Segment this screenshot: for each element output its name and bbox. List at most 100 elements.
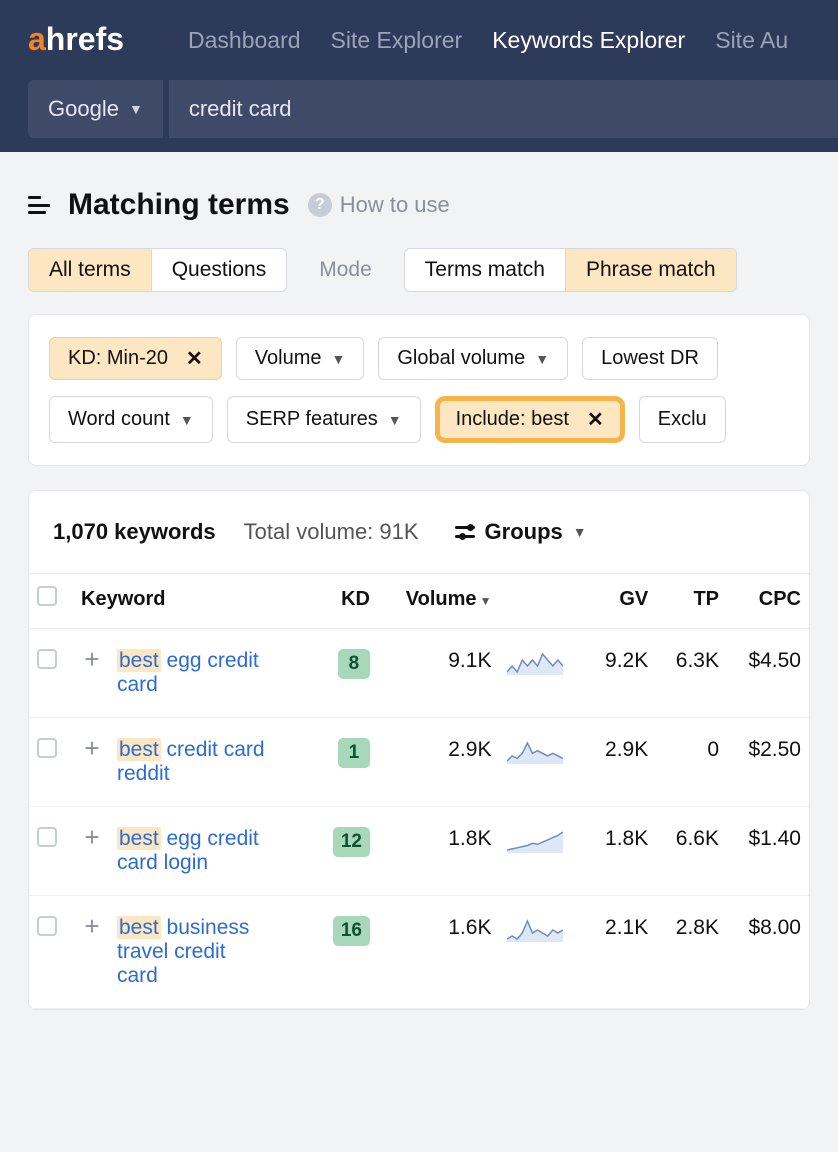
filter-chip-label: Volume bbox=[255, 347, 322, 370]
filter-row: Word count ▼ SERP features ▼ Include: best ✕ E… bbox=[49, 396, 789, 443]
filter-chip-label: Word count bbox=[68, 408, 170, 431]
filter-chip[interactable]: Global volume▼ bbox=[378, 337, 568, 380]
how-to-use-label: How to use bbox=[340, 192, 450, 218]
keyword-search-input[interactable]: credit card bbox=[169, 80, 838, 138]
filter-chip-label: Include: best bbox=[456, 408, 569, 431]
add-icon[interactable]: + bbox=[81, 738, 103, 760]
filter-chip[interactable]: Word count ▼ bbox=[49, 396, 213, 443]
table-row: + best egg credit card login 12 1.8K 1.8… bbox=[29, 807, 809, 896]
svg-text:ahrefs: ahrefs bbox=[28, 22, 124, 57]
select-all-checkbox[interactable] bbox=[37, 586, 57, 606]
segment-tab[interactable]: All terms bbox=[29, 249, 152, 291]
column-header-volume[interactable]: Volume▼ bbox=[378, 574, 500, 629]
cell-gv: 2.9K bbox=[586, 718, 657, 807]
cell-gv: 1.8K bbox=[586, 807, 657, 896]
segment-tab[interactable]: Terms match bbox=[405, 249, 566, 291]
filter-chip-label: KD: Min-20 bbox=[68, 347, 168, 370]
add-icon[interactable]: + bbox=[81, 827, 103, 849]
top-nav: ahrefs Dashboard Site Explorer Keywords Ex… bbox=[0, 0, 838, 80]
column-header-kd[interactable]: KD bbox=[314, 574, 378, 629]
column-header-cpc[interactable]: CPC bbox=[727, 574, 809, 629]
nav-item[interactable]: Keywords Explorer bbox=[492, 27, 685, 54]
view-tabs: All termsQuestions Mode Terms matchPhras… bbox=[0, 248, 838, 314]
nav-item[interactable]: Dashboard bbox=[188, 27, 301, 54]
mode-label: Mode bbox=[319, 258, 372, 282]
chevron-down-icon: ▼ bbox=[129, 101, 143, 117]
cell-tp: 6.6K bbox=[656, 807, 727, 896]
keyword-link[interactable]: best credit card reddit bbox=[117, 738, 267, 786]
total-volume: Total volume: 91K bbox=[244, 519, 419, 545]
add-icon[interactable]: + bbox=[81, 649, 103, 671]
column-header-checkbox[interactable] bbox=[29, 574, 73, 629]
cell-volume: 2.9K bbox=[378, 718, 500, 807]
cell-tp: 2.8K bbox=[656, 896, 727, 1009]
segment-tab[interactable]: Phrase match bbox=[566, 249, 736, 291]
close-icon[interactable]: ✕ bbox=[587, 407, 604, 432]
column-header-gv[interactable]: GV bbox=[586, 574, 657, 629]
chevron-down-icon: ▼ bbox=[573, 524, 587, 540]
chevron-down-icon: ▼ bbox=[388, 412, 402, 428]
chevron-down-icon: ▼ bbox=[180, 412, 194, 428]
cell-cpc: $4.50 bbox=[727, 629, 809, 718]
terms-segment: All termsQuestions bbox=[28, 248, 287, 292]
search-bar: Google ▼ credit card bbox=[0, 80, 838, 152]
filter-chip[interactable]: SERP features ▼ bbox=[227, 396, 421, 443]
kd-badge: 1 bbox=[338, 738, 370, 768]
groups-dropdown[interactable]: Groups ▼ bbox=[455, 519, 587, 545]
filter-chip[interactable]: Exclu bbox=[639, 396, 726, 443]
column-header-trend bbox=[499, 574, 585, 629]
filter-chip[interactable]: KD: Min-20 ✕ bbox=[49, 337, 222, 380]
filter-chip-label: Lowest DR bbox=[601, 347, 699, 370]
keyword-count: 1,070 keywords bbox=[53, 519, 216, 545]
kd-badge: 16 bbox=[333, 916, 370, 946]
column-header-keyword[interactable]: Keyword bbox=[73, 574, 314, 629]
page-title: Matching terms bbox=[68, 188, 290, 222]
cell-volume: 1.6K bbox=[378, 896, 500, 1009]
filters-panel: KD: Min-20✕Volume▼Global volume▼Lowest D… bbox=[28, 314, 810, 466]
menu-icon[interactable] bbox=[28, 196, 50, 214]
keyword-search-value: credit card bbox=[189, 96, 292, 122]
cell-trend bbox=[499, 807, 585, 896]
cell-trend bbox=[499, 629, 585, 718]
filter-chip[interactable]: Volume▼ bbox=[236, 337, 365, 380]
results-panel: 1,070 keywords Total volume: 91K Groups … bbox=[28, 490, 810, 1010]
cell-gv: 2.1K bbox=[586, 896, 657, 1009]
column-header-tp[interactable]: TP bbox=[656, 574, 727, 629]
cell-cpc: $1.40 bbox=[727, 807, 809, 896]
filter-chip-label: Exclu bbox=[658, 408, 707, 431]
filter-chip[interactable]: Lowest DR bbox=[582, 337, 718, 380]
cell-volume: 1.8K bbox=[378, 807, 500, 896]
segment-tab[interactable]: Questions bbox=[152, 249, 287, 291]
filter-row: KD: Min-20 ✕ Volume▼ Global volume▼ Lowest D… bbox=[49, 337, 789, 380]
cell-trend bbox=[499, 718, 585, 807]
how-to-use-link[interactable]: ? How to use bbox=[308, 192, 450, 218]
cell-volume: 9.1K bbox=[378, 629, 500, 718]
row-checkbox[interactable] bbox=[37, 827, 57, 847]
cell-tp: 6.3K bbox=[656, 629, 727, 718]
table-row: + best credit card reddit 1 2.9K 2.9K 0 … bbox=[29, 718, 809, 807]
search-engine-label: Google bbox=[48, 96, 119, 122]
row-checkbox[interactable] bbox=[37, 916, 57, 936]
results-summary: 1,070 keywords Total volume: 91K Groups … bbox=[29, 491, 809, 573]
sort-desc-icon: ▼ bbox=[480, 594, 492, 608]
groups-label: Groups bbox=[485, 519, 563, 545]
keywords-table: Keyword KD Volume▼ GV TP CPC + best egg … bbox=[29, 573, 809, 1009]
row-checkbox[interactable] bbox=[37, 649, 57, 669]
table-row: + best business travel credit card 16 1.… bbox=[29, 896, 809, 1009]
filter-chip[interactable]: Include: best ✕ bbox=[435, 396, 625, 443]
filter-chip-label: SERP features bbox=[246, 408, 378, 431]
nav-item[interactable]: Site Explorer bbox=[331, 27, 463, 54]
cell-trend bbox=[499, 896, 585, 1009]
row-checkbox[interactable] bbox=[37, 738, 57, 758]
kd-badge: 8 bbox=[338, 649, 370, 679]
keyword-link[interactable]: best egg credit card login bbox=[117, 827, 267, 875]
nav-item[interactable]: Site Au bbox=[715, 27, 788, 54]
keyword-link[interactable]: best business travel credit card bbox=[117, 916, 267, 988]
keyword-link[interactable]: best egg credit card bbox=[117, 649, 267, 697]
filter-chip-label: Global volume bbox=[397, 347, 525, 370]
search-engine-dropdown[interactable]: Google ▼ bbox=[28, 80, 163, 138]
close-icon[interactable]: ✕ bbox=[186, 346, 203, 371]
brand-logo: ahrefs bbox=[28, 22, 158, 58]
add-icon[interactable]: + bbox=[81, 916, 103, 938]
sliders-icon bbox=[455, 524, 475, 540]
